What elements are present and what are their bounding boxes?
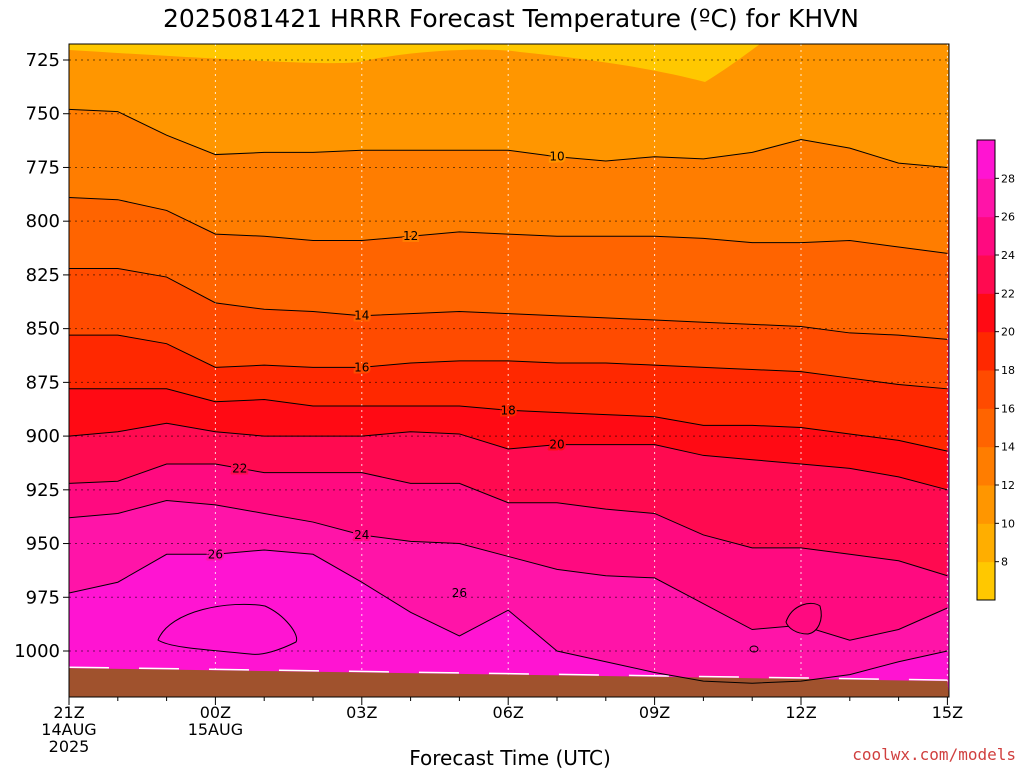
contour-label: 20 bbox=[549, 438, 564, 452]
colorbar-tick-label: 22 bbox=[1001, 287, 1015, 300]
x-tick-label: 15AUG bbox=[188, 720, 243, 739]
x-tick-label: 12Z bbox=[785, 703, 816, 722]
contour-label: 18 bbox=[501, 403, 516, 417]
x-tick-label: 00Z bbox=[200, 703, 231, 722]
contour-label: 16 bbox=[354, 360, 369, 374]
colorbar-segment bbox=[977, 140, 995, 179]
colorbar-segment bbox=[977, 561, 995, 601]
y-tick-label: 775 bbox=[26, 157, 60, 178]
contour-line bbox=[69, 463, 948, 577]
colorbar-segment bbox=[977, 523, 995, 563]
colorbar-segment bbox=[977, 216, 995, 256]
colorbar-tick-label: 10 bbox=[1001, 517, 1015, 530]
colorbar-tick-label: 20 bbox=[1001, 326, 1015, 339]
colorbar-segment bbox=[977, 485, 995, 524]
y-tick-label: 975 bbox=[26, 587, 60, 608]
y-tick-label: 725 bbox=[26, 50, 60, 71]
contour-line bbox=[69, 267, 948, 340]
x-axis-title: Forecast Time (UTC) bbox=[409, 746, 611, 768]
ground-edge bbox=[69, 666, 948, 681]
contour-line bbox=[69, 422, 948, 491]
colorbar-segment bbox=[977, 331, 995, 371]
contour-label: 14 bbox=[354, 309, 369, 323]
contour-line bbox=[69, 197, 948, 254]
x-tick-label: 09Z bbox=[639, 703, 670, 722]
contour-line bbox=[69, 388, 948, 452]
y-tick-label: 900 bbox=[26, 426, 60, 447]
colorbar-tick-label: 12 bbox=[1001, 479, 1015, 492]
contour-label: 10 bbox=[549, 150, 564, 164]
colorbar-tick-label: 14 bbox=[1001, 441, 1015, 454]
temp-band bbox=[69, 44, 949, 168]
contour-label: 26 bbox=[208, 547, 223, 561]
x-tick-label: 21Z bbox=[53, 703, 84, 722]
contour-label: 22 bbox=[232, 461, 247, 475]
colorbar-tick-label: 18 bbox=[1001, 364, 1015, 377]
colorbar-tick-label: 26 bbox=[1001, 211, 1015, 224]
ground-terrain bbox=[69, 666, 949, 697]
colorbar-segment bbox=[977, 293, 995, 333]
colorbar-segment bbox=[977, 446, 995, 486]
contour-line bbox=[157, 603, 298, 655]
x-tick-label: 03Z bbox=[346, 703, 377, 722]
chart-title: 2025081421 HRRR Forecast Temperature (ºC… bbox=[163, 4, 859, 33]
x-tick-label: 2025 bbox=[49, 737, 90, 756]
colorbar-tick-label: 28 bbox=[1001, 172, 1015, 185]
colorbar: 8 10 12 14 16 18 20 22 24 26 28 bbox=[976, 139, 1015, 601]
x-tick-label: 06Z bbox=[493, 703, 524, 722]
contour-line bbox=[69, 334, 948, 390]
x-tick-label: 14AUG bbox=[41, 720, 96, 739]
y-tick-label: 950 bbox=[26, 534, 60, 555]
colorbar-tick-label: 16 bbox=[1001, 402, 1015, 415]
contour-label: 26 bbox=[452, 586, 467, 600]
y-tick-label: 800 bbox=[26, 211, 60, 232]
credit-link[interactable]: coolwx.com/models bbox=[852, 745, 1016, 764]
y-tick-label: 875 bbox=[26, 372, 60, 393]
contour-line bbox=[749, 645, 759, 653]
y-tick-label: 1000 bbox=[14, 641, 60, 662]
y-tick-label: 925 bbox=[26, 480, 60, 501]
colorbar-segment bbox=[977, 370, 995, 409]
colorbar-segment bbox=[977, 255, 995, 294]
x-tick-label: 15Z bbox=[932, 703, 963, 722]
contour-label: 12 bbox=[403, 229, 418, 243]
colorbar-tick-label: 24 bbox=[1001, 249, 1015, 262]
contour-line bbox=[785, 602, 822, 635]
contour-label: 24 bbox=[354, 528, 369, 542]
contour-line bbox=[69, 108, 948, 168]
colorbar-segment bbox=[977, 178, 995, 218]
y-tick-label: 825 bbox=[26, 265, 60, 286]
contour-line bbox=[69, 549, 948, 684]
plot-area bbox=[69, 44, 949, 697]
y-tick-label: 750 bbox=[26, 104, 60, 125]
ground-fill bbox=[69, 668, 949, 697]
grid bbox=[69, 44, 949, 697]
temp-band bbox=[69, 44, 760, 82]
colorbar-tick-label: 8 bbox=[1001, 556, 1008, 569]
y-axis: 725 750 775 800 825 850 875 900 925 950 975 1000 bbox=[14, 50, 69, 662]
y-tick-label: 850 bbox=[26, 319, 60, 340]
plot-frame bbox=[68, 43, 950, 698]
colorbar-segment bbox=[977, 408, 995, 448]
contour-lines: 10 12 14 16 18 20 22 24 26 26 bbox=[69, 108, 948, 684]
